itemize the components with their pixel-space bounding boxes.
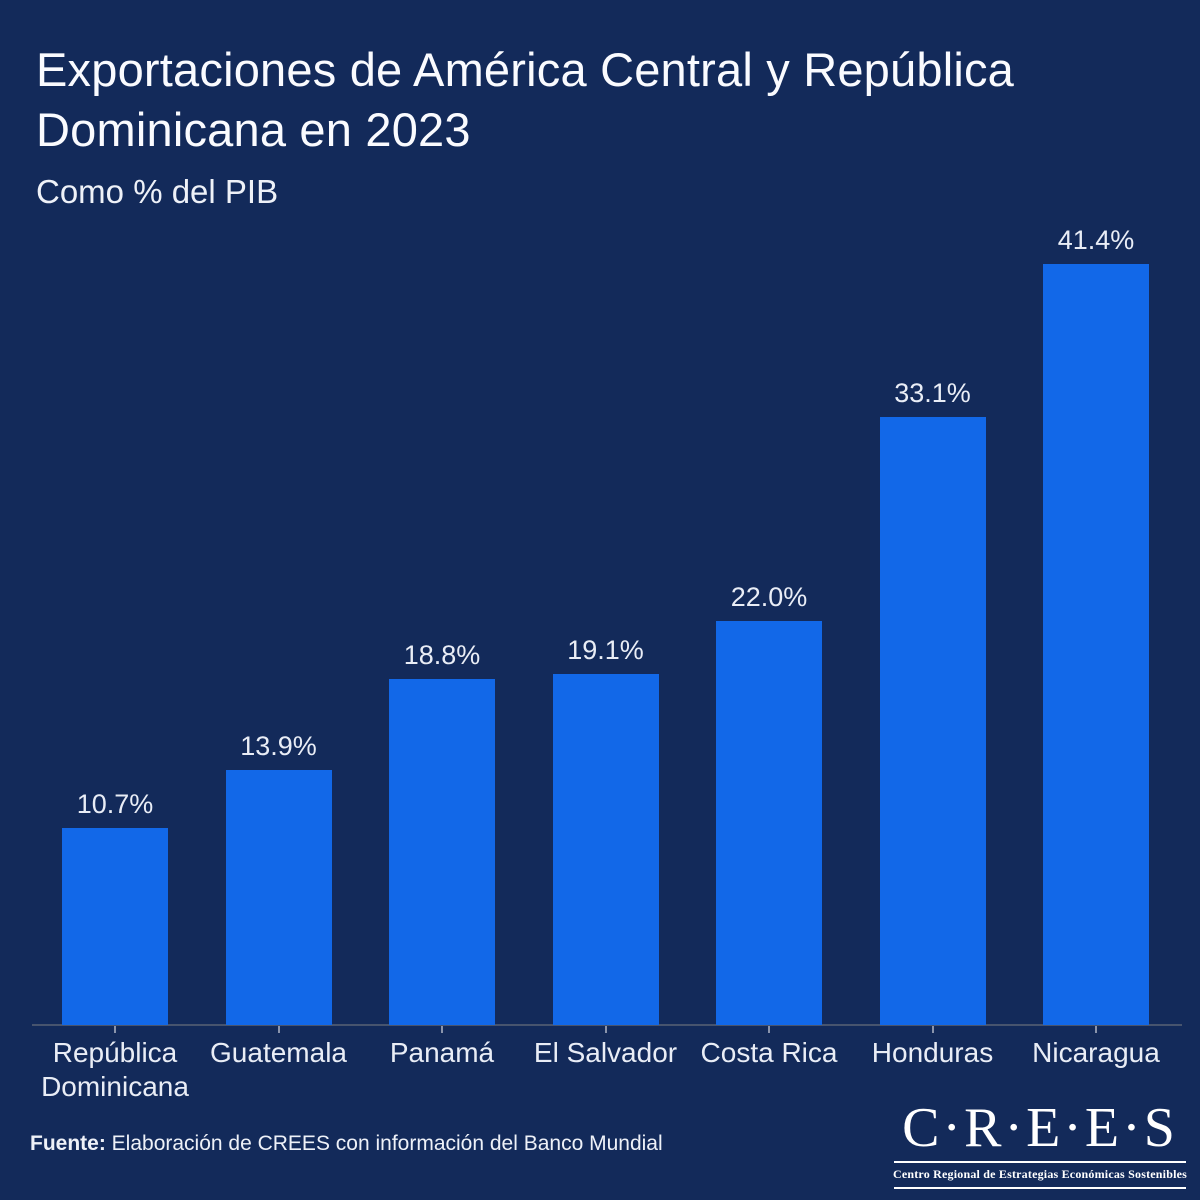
x-axis-label: Guatemala	[210, 1037, 347, 1068]
bar-value-label: 10.7%	[76, 789, 154, 819]
bar	[389, 679, 495, 1025]
bar	[879, 417, 986, 1025]
bar	[716, 621, 822, 1025]
crees-logo-wordmark: C·R·E·E·S	[902, 1097, 1178, 1159]
x-axis-tick	[768, 1026, 770, 1033]
bar-value-label: 41.4%	[1057, 225, 1135, 255]
logo-divider-top	[894, 1161, 1186, 1163]
source-note: Fuente: Elaboración de CREES con informa…	[30, 1132, 663, 1156]
bar	[552, 674, 659, 1025]
x-axis-label: Costa Rica	[700, 1037, 838, 1068]
crees-logo-tagline: Centro Regional de Estrategias Económica…	[892, 1167, 1188, 1181]
bar-value-label: 19.1%	[567, 635, 644, 665]
bar	[1043, 264, 1149, 1025]
chart-title: Exportaciones de América Central y Repúb…	[36, 43, 1015, 156]
crees-logo: C·R·E·E·S Centro Regional de Estrategias…	[892, 1100, 1188, 1189]
chart-header: Exportaciones de América Central y Repúb…	[36, 40, 1126, 211]
x-axis-tick	[277, 1026, 280, 1033]
x-axis-label: República Dominicana	[41, 1037, 189, 1102]
x-axis-line	[32, 1024, 1182, 1026]
bar	[62, 828, 168, 1025]
x-axis-label: Nicaragua	[1032, 1037, 1160, 1068]
x-axis-tick	[931, 1026, 934, 1033]
x-axis-label: Panamá	[389, 1037, 495, 1068]
source-label: Fuente:	[30, 1132, 106, 1155]
x-axis-tick	[114, 1026, 116, 1033]
bar	[225, 770, 332, 1025]
bar-value-label: 13.9%	[240, 731, 317, 761]
logo-divider-bottom	[894, 1187, 1186, 1189]
x-axis-label: Honduras	[871, 1037, 994, 1068]
x-axis-tick	[604, 1026, 607, 1033]
bar-value-label: 18.8%	[403, 640, 481, 670]
chart-subtitle: Como % del PIB	[36, 173, 279, 210]
x-axis-tick	[1095, 1026, 1097, 1033]
bar-value-label: 33.1%	[894, 378, 971, 408]
source-text: Elaboración de CREES con información del…	[105, 1132, 663, 1155]
x-axis-tick	[441, 1026, 443, 1033]
x-axis-label: El Salvador	[533, 1037, 678, 1068]
bar-value-label: 22.0%	[730, 582, 808, 612]
